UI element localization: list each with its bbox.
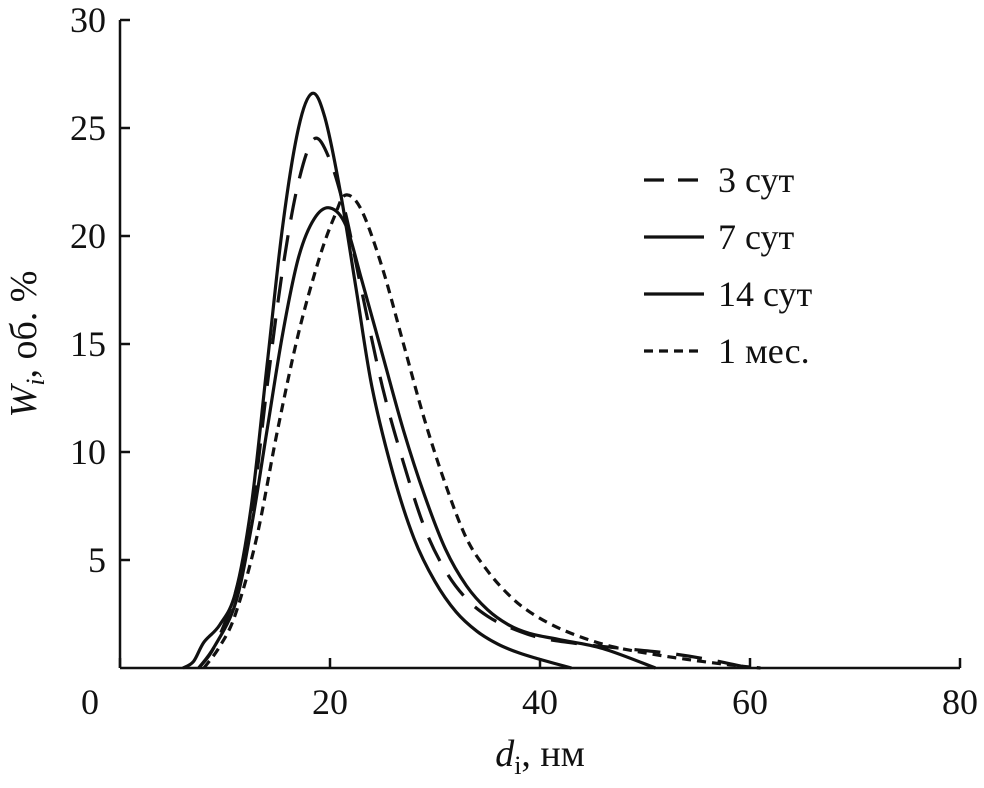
series-line-1 [197,136,751,670]
x-tick-label: 20 [312,682,348,722]
x-tick-label: 80 [942,682,978,722]
y-tick-label: 25 [70,108,106,148]
legend-label: 7 сут [718,217,795,257]
legend: 3 сут 7 сут 14 сут 1 мес. [644,160,813,371]
y-tick-label: 15 [70,324,106,364]
series [182,91,761,670]
x-tick-label: 0 [81,682,99,722]
legend-label: 14 сут [718,274,813,314]
x-tick-label: 60 [732,682,768,722]
series-line-2 [182,91,572,670]
series-line-3 [197,206,657,670]
ticks: 0 20 40 60 80 5 10 15 20 25 30 [70,0,978,722]
y-tick-label: 20 [70,216,106,256]
legend-label: 3 сут [718,160,795,200]
y-tick-label: 5 [88,540,106,580]
y-tick-label: 30 [70,0,106,40]
legend-label: 1 мес. [718,331,810,371]
y-axis-title: Wi, об. % [3,271,50,418]
series-line-4 [202,193,761,670]
y-tick-label: 10 [70,432,106,472]
x-tick-label: 40 [522,682,558,722]
axes [118,20,960,670]
x-axis-title: di, нм [495,733,585,780]
